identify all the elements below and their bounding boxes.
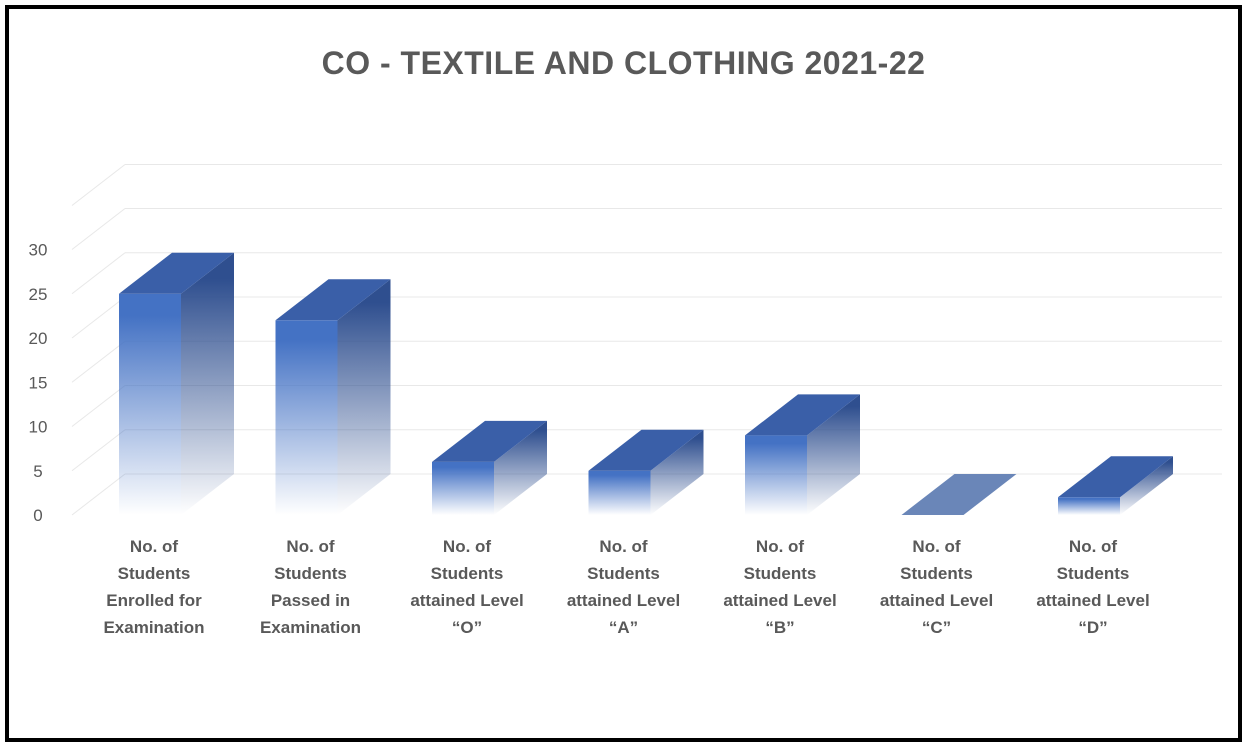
bar-top-face [588, 429, 704, 471]
x-category-line: No. of [756, 537, 804, 556]
x-category-line: Examination [103, 618, 204, 637]
bar-top-face [432, 420, 547, 462]
y-tick-label: 0 [33, 506, 42, 525]
x-category-line: “A” [609, 618, 638, 637]
y-tick-label: 5 [33, 462, 42, 481]
bars [119, 252, 1173, 515]
y-tick-label: 20 [29, 329, 48, 348]
bar [275, 279, 391, 515]
x-category-line: attained Level [567, 591, 680, 610]
x-category-line: “O” [452, 618, 482, 637]
gridline-side-25 [71, 252, 126, 295]
x-category-line: No. of [599, 537, 647, 556]
x-category-line: Passed in [271, 591, 350, 610]
x-category-line: “C” [922, 618, 951, 637]
bar [432, 420, 547, 515]
x-category-line: Students [274, 564, 347, 583]
x-axis-labels: No. of Students Enrolled for ExaminationNo.… [103, 537, 1149, 637]
x-category-line: No. of [286, 537, 334, 556]
bar-top-face [119, 252, 234, 294]
bar-front-face [432, 461, 494, 515]
gridline-side-5 [71, 429, 126, 472]
x-category-label: No. of Students attained Level “O” [410, 537, 523, 637]
x-category-line: Students [118, 564, 191, 583]
x-category-label: No. of Students attained Level “C” [880, 537, 993, 637]
x-category-line: “D” [1078, 618, 1107, 637]
y-tick-label: 15 [29, 373, 48, 392]
x-category-line: attained Level [1036, 591, 1149, 610]
x-category-line: Students [431, 564, 504, 583]
bar-side-face [181, 252, 234, 515]
bar-front-face [745, 435, 807, 515]
y-tick-label: 10 [29, 418, 48, 437]
bar-top-face [901, 474, 1017, 515]
x-category-line: No. of [1069, 537, 1117, 556]
x-category-line: Students [744, 564, 817, 583]
bar-front-face [588, 470, 651, 515]
x-category-line: No. of [130, 537, 178, 556]
bar [119, 252, 234, 515]
x-category-line: Students [900, 564, 973, 583]
x-category-line: Students [1057, 564, 1130, 583]
y-tick-label: 25 [29, 285, 48, 304]
bar-top-face [275, 279, 391, 321]
gridline-side-15 [71, 340, 126, 383]
x-category-line: attained Level [410, 591, 523, 610]
bar-side-face [807, 394, 860, 515]
x-category-line: attained Level [880, 591, 993, 610]
gridline-top-side [71, 164, 126, 206]
bar-side-face [650, 429, 704, 515]
y-axis-ticks: 0 5 10 15 20 25 30 [29, 241, 48, 526]
x-category-label: No. of Students attained Level “B” [723, 537, 836, 637]
bar [745, 394, 860, 515]
bar-front-face [275, 320, 338, 515]
bar [1058, 456, 1173, 515]
x-category-line: Students [587, 564, 660, 583]
bar-side-face [1120, 456, 1173, 515]
x-category-line: Examination [260, 618, 361, 637]
x-category-line: No. of [443, 537, 491, 556]
bar-side-face [337, 279, 391, 515]
bar [901, 474, 1017, 515]
bar-front-face [119, 293, 181, 515]
bar-side-face [494, 420, 547, 515]
y-tick-label: 30 [29, 241, 48, 260]
x-category-line: Enrolled for [106, 591, 202, 610]
x-category-label: No. of Students Enrolled for Examination [103, 537, 204, 637]
gridline-side-20 [71, 296, 126, 339]
bar-front-face [1058, 497, 1120, 515]
bar [588, 429, 704, 515]
x-category-label: No. of Students Passed in Examination [260, 537, 361, 637]
x-category-line: attained Level [723, 591, 836, 610]
gridline-side-30 [71, 208, 126, 250]
chart-title: CO - TEXTILE AND CLOTHING 2021-22 [321, 45, 926, 81]
gridline-side-0 [71, 473, 126, 516]
x-category-line: “B” [765, 618, 794, 637]
x-category-line: No. of [912, 537, 960, 556]
bar-top-face [745, 394, 860, 436]
bar-top-face [1058, 456, 1173, 498]
gridline-side-10 [71, 385, 126, 427]
x-category-label: No. of Students attained Level “A” [567, 537, 680, 637]
x-category-label: No. of Students attained Level “D” [1036, 537, 1149, 637]
